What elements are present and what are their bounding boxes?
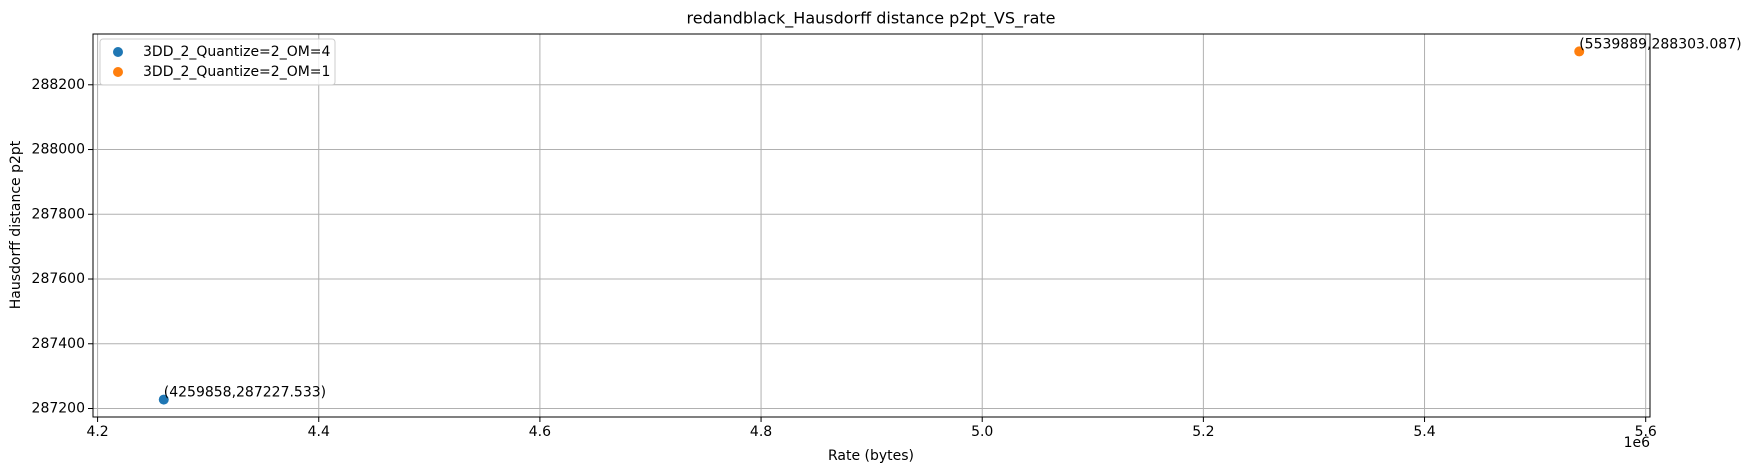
legend-box — [99, 38, 336, 86]
legend-label: 3DD_2_Quantize=2_OM=4 — [143, 44, 331, 60]
y-tick-label: 288000 — [32, 142, 85, 158]
y-tick-label: 287400 — [32, 336, 85, 352]
y-tick-label: 287800 — [32, 206, 85, 222]
plot-frame — [92, 33, 1651, 418]
y-tick-label: 288200 — [32, 77, 85, 93]
point-label: (5539889,288303.087) — [1579, 36, 1741, 52]
x-tick-label: 4.6 — [529, 424, 551, 440]
point — [1574, 46, 1585, 57]
x-tick-label: 4.4 — [308, 424, 330, 440]
x-axis-label: Rate (bytes) — [828, 448, 914, 464]
y-tick-label: 287600 — [32, 271, 85, 287]
x-tick-label: 5.6 — [1635, 424, 1657, 440]
legend-marker — [113, 47, 123, 57]
y-tick-label: 287200 — [32, 401, 85, 417]
x-tick-label: 5.2 — [1192, 424, 1214, 440]
legend-label: 3DD_2_Quantize=2_OM=1 — [143, 64, 330, 80]
x-tick-label: 5.4 — [1413, 424, 1435, 440]
y-axis-label: Hausdorff distance p2pt — [8, 140, 24, 309]
chart-title: redandblack_Hausdorff distance p2pt_VS_r… — [687, 9, 1056, 29]
point-label: (4259858,287227.533) — [164, 385, 326, 401]
point — [158, 394, 169, 405]
x-tick-label: 4.2 — [86, 424, 108, 440]
x-tick-label: 5.0 — [971, 424, 993, 440]
legend-marker — [113, 67, 123, 77]
x-tick-label: 4.8 — [750, 424, 772, 440]
x-offset-label: 1e6 — [1624, 435, 1651, 451]
